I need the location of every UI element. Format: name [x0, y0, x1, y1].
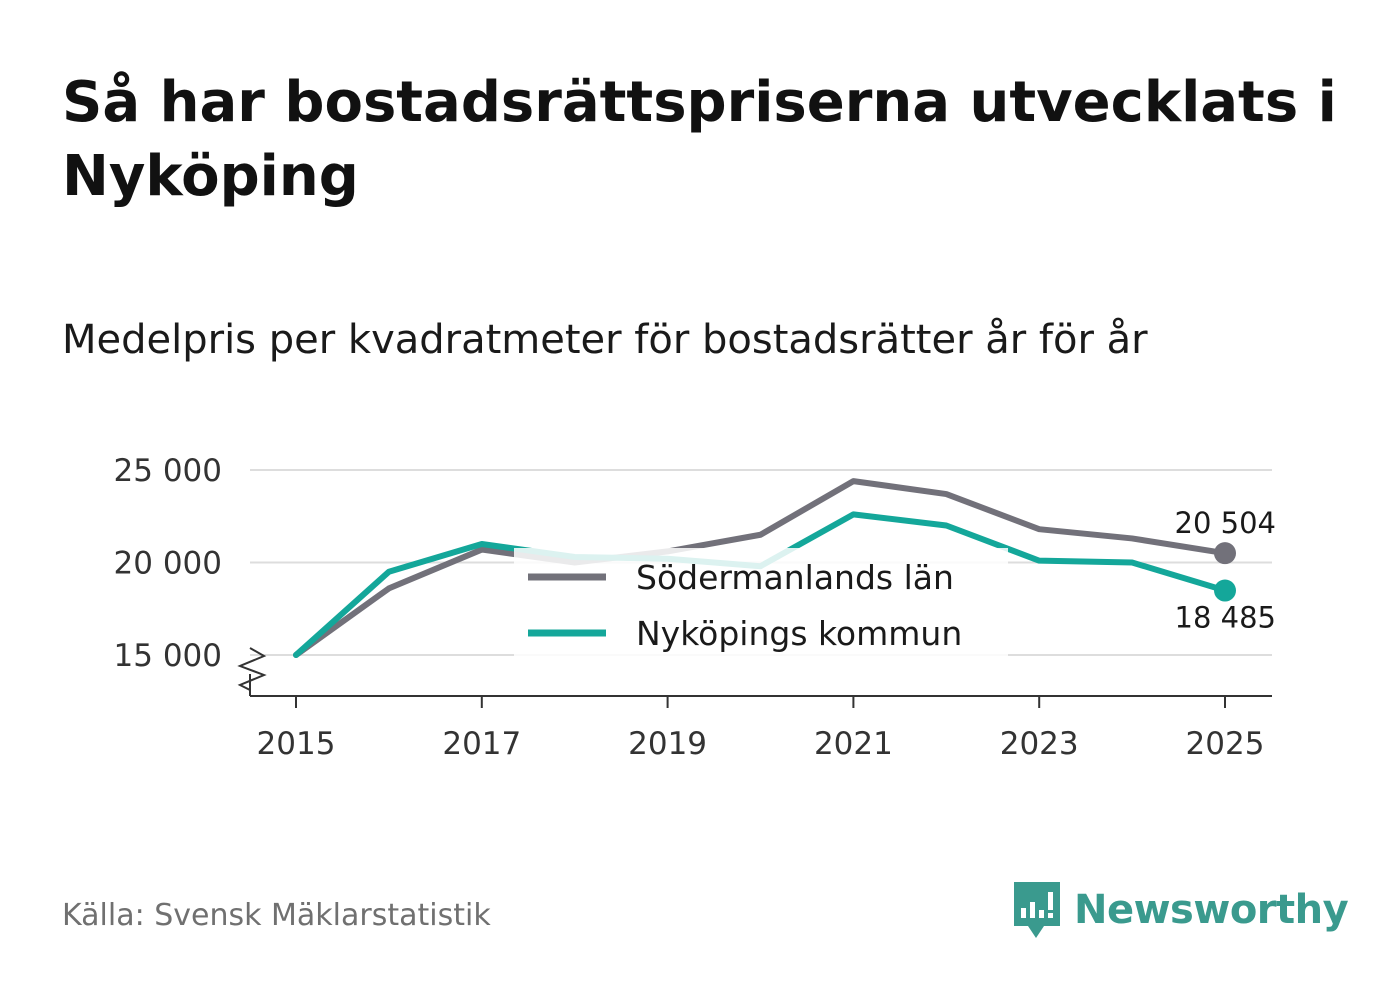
chart-title: Så har bostadsrättspriserna utvecklats i…: [62, 70, 1337, 209]
newsworthy-logo-icon: [1014, 882, 1060, 938]
legend: Södermanlands län Nyköpings kommun: [514, 548, 1008, 658]
end-label-nykoping: 18 485: [1175, 601, 1276, 635]
brand-logo: Newsworthy: [1012, 880, 1349, 940]
y-tick-label: 15 000: [114, 638, 222, 674]
x-axis-ticks: 2015 2017 2019 2021 2023 2025: [257, 696, 1265, 762]
end-points: 20 504 18 485: [1175, 506, 1276, 634]
source-note: Källa: Svensk Mäklarstatistik: [62, 898, 491, 933]
x-tick-label: 2025: [1186, 726, 1265, 762]
x-tick-label: 2019: [628, 726, 707, 762]
x-tick-label: 2023: [1000, 726, 1079, 762]
y-axis-break-icon: [237, 647, 267, 691]
brand-name: Newsworthy: [1074, 887, 1349, 933]
y-tick-label: 25 000: [114, 453, 222, 489]
legend-label-sodermanland: Södermanlands län: [636, 558, 954, 597]
y-axis-labels: 15 000 20 000 25 000: [114, 453, 222, 674]
chart-subtitle: Medelpris per kvadratmeter för bostadsrä…: [62, 317, 1148, 363]
end-point-nykoping: [1214, 579, 1236, 602]
end-point-sodermanland: [1214, 542, 1236, 565]
legend-label-nykoping: Nyköpings kommun: [636, 614, 962, 653]
series-line-sodermanland: [293, 478, 1228, 658]
end-label-sodermanland: 20 504: [1175, 506, 1276, 540]
axes: [237, 647, 1272, 697]
y-tick-label: 20 000: [114, 546, 222, 582]
x-tick-label: 2021: [814, 726, 893, 762]
x-tick-label: 2017: [442, 726, 521, 762]
legend-background: [514, 548, 1008, 658]
x-tick-label: 2015: [257, 726, 336, 762]
